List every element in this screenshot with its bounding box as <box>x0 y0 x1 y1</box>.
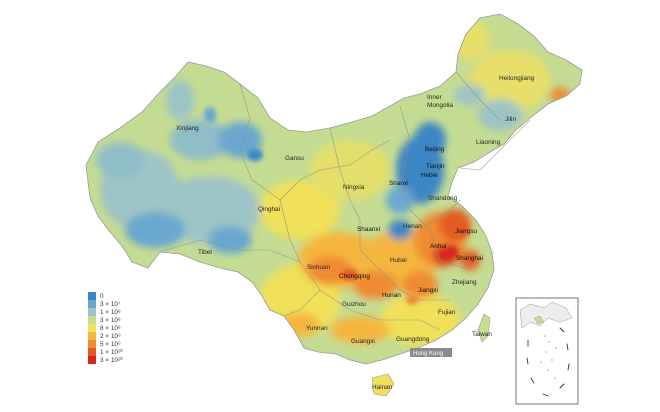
label-henan: Henan <box>403 223 422 230</box>
label-jiangxi: Jiangxi <box>418 287 438 294</box>
label-inner-mongolia-2: Mongolia <box>427 102 453 109</box>
legend-swatch-8 <box>88 356 96 364</box>
label-yunnan: Yunnan <box>306 325 328 332</box>
label-xinjiang: Xinjiang <box>176 125 199 132</box>
label-liaoning: Liaoning <box>476 139 501 146</box>
south-china-sea-inset <box>515 297 579 405</box>
legend-label-5: 2 × 10⁹ <box>100 333 121 340</box>
legend-swatch-2 <box>88 308 96 316</box>
label-ningxia: Ningxia <box>343 184 365 191</box>
label-gansu: Gansu <box>285 155 304 162</box>
label-guangdong: Guangdong <box>396 336 430 343</box>
legend-swatch-4 <box>88 324 96 332</box>
label-guangxi: Guangxi <box>351 338 375 345</box>
legend-swatch-0 <box>88 292 96 300</box>
hainan-island <box>371 373 395 397</box>
legend-swatch-5 <box>88 332 96 340</box>
legend-label-2: 1 × 10⁸ <box>100 309 121 316</box>
legend-label-7: 1 × 10¹⁰ <box>100 349 123 356</box>
legend-label-6: 5 × 10⁹ <box>100 341 121 348</box>
china-outline <box>85 13 583 365</box>
label-shanxi: Shanxi <box>389 180 409 187</box>
province-borders <box>159 71 531 331</box>
legend-swatch-3 <box>88 316 96 324</box>
legend-label-8: 3 × 10¹⁰ <box>100 357 123 364</box>
legend: 0 3 × 10⁷ 1 × 10⁸ 3 × 10⁸ 8 × 10⁸ 2 × 10… <box>88 292 123 364</box>
label-tibet: Tibet <box>198 249 212 256</box>
label-heilongjiang: Heilongjiang <box>499 75 535 82</box>
label-beijing: Beijing <box>425 146 445 153</box>
legend-label-3: 3 × 10⁸ <box>100 317 121 324</box>
label-hainan: Hainan <box>372 384 393 391</box>
label-shaanxi: Shaanxi <box>357 226 380 233</box>
region-labels: Xinjiang Tibet Qinghai Gansu Sichuan Yun… <box>176 75 535 391</box>
label-hong-kong: Hong Kong <box>413 351 443 357</box>
taiwan-island <box>477 313 491 343</box>
label-chongqing: Chongqing <box>339 273 370 280</box>
label-qinghai: Qinghai <box>258 206 280 213</box>
legend-swatch-7 <box>88 348 96 356</box>
nine-dash-line <box>526 327 570 397</box>
label-jiangsu: Jiangsu <box>455 228 477 235</box>
label-hebei: Hebei <box>421 172 438 179</box>
legend-label-4: 8 × 10⁸ <box>100 325 121 332</box>
label-tianjin: Tianjin <box>426 163 445 170</box>
label-fujian: Fujian <box>438 309 456 316</box>
label-zhejiang: Zhejiang <box>452 279 477 286</box>
legend-label-1: 3 × 10⁷ <box>100 301 121 308</box>
legend-swatch-6 <box>88 340 96 348</box>
label-inner-mongolia-1: Inner <box>427 94 442 101</box>
legend-swatch-1 <box>88 300 96 308</box>
label-jilin: Jilin <box>505 116 516 123</box>
label-anhui: Anhui <box>430 243 446 250</box>
emission-heat-field <box>96 20 570 346</box>
inset-islands <box>540 335 557 379</box>
label-taiwan: Taiwan <box>472 331 492 338</box>
label-shandong: Shandong <box>428 195 458 202</box>
label-hubei: Hubei <box>390 257 407 264</box>
label-shanghai: Shanghai <box>456 255 483 262</box>
hong-kong-label-bg <box>410 348 452 357</box>
label-hunan: Hunan <box>382 292 401 299</box>
legend-label-0: 0 <box>100 293 104 300</box>
label-guizhou: Guizhou <box>342 301 366 308</box>
label-sichuan: Sichuan <box>307 264 331 271</box>
